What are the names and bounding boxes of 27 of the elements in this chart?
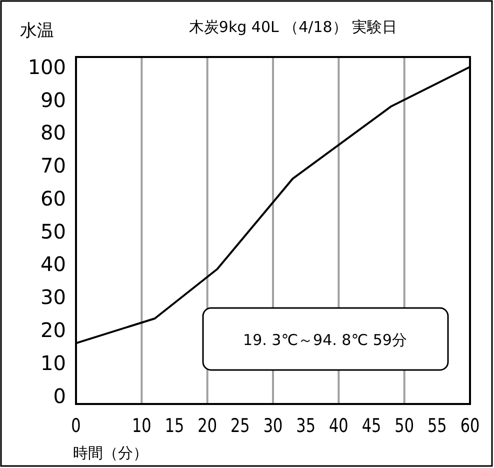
y-tick-label: 60 — [40, 186, 66, 210]
x-tick-label: 50 — [394, 415, 414, 438]
y-tick-label: 40 — [40, 252, 66, 276]
y-tick-label: 30 — [40, 285, 66, 310]
x-tick-label: 35 — [296, 415, 316, 438]
y-tick-label: 70 — [40, 154, 66, 178]
y-tick-label: 90 — [40, 88, 66, 112]
x-tick-label: 10 — [132, 415, 152, 438]
x-tick-label: 40 — [329, 415, 348, 438]
x-tick-label: 20 — [198, 415, 217, 438]
chart-title: 木炭9kg 40L （4/18） 実験日 — [188, 18, 398, 36]
y-tick-label: 20 — [40, 318, 66, 342]
y-tick-label: 10 — [40, 350, 66, 375]
x-tick-label: 25 — [230, 415, 250, 438]
x-tick-label: 55 — [428, 415, 447, 438]
y-axis-title: 水温 — [20, 21, 54, 41]
y-tick-label: 0 — [53, 384, 66, 408]
x-tick-label: 15 — [164, 415, 184, 438]
y-tick-label: 100 — [28, 54, 66, 79]
x-tick-label: 60 — [460, 415, 480, 438]
annotation: 19. 3℃～94. 8℃ 59分 — [243, 331, 407, 349]
y-tick-label: 80 — [40, 120, 66, 145]
x-axis-title: 時間（分） — [73, 444, 148, 462]
x-tick-label: 0 — [71, 415, 81, 438]
x-tick-label: 30 — [263, 415, 283, 438]
x-tick-label: 45 — [362, 415, 382, 438]
y-tick-label: 50 — [40, 219, 66, 244]
